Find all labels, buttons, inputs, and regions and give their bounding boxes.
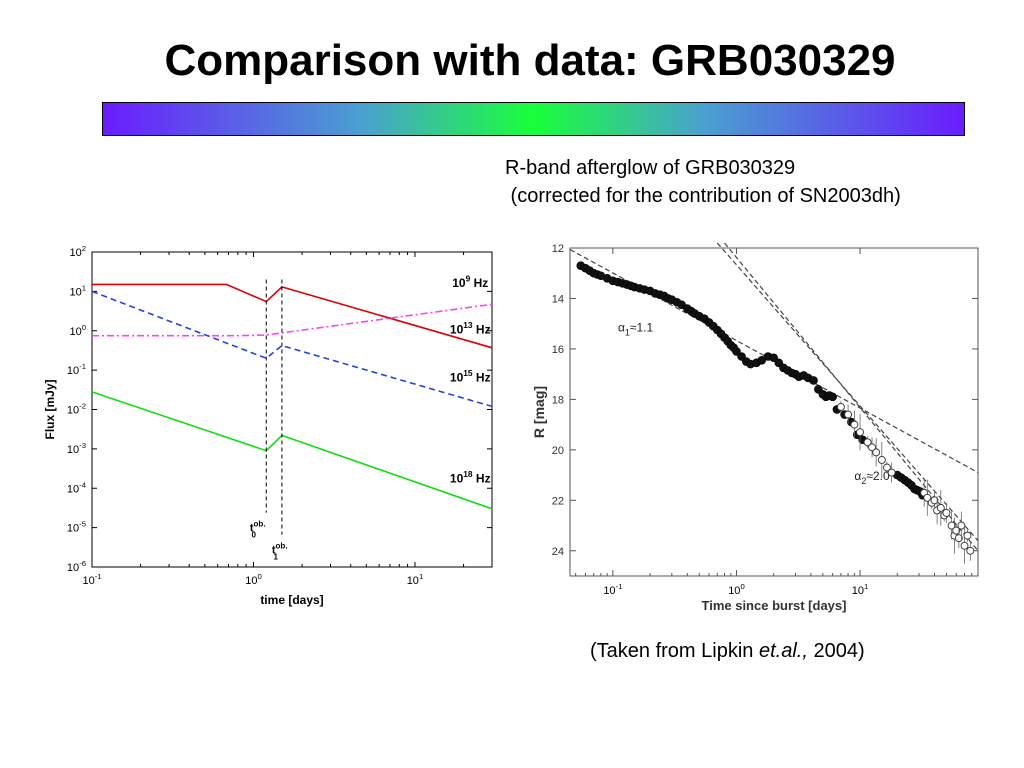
- data-point-open: [863, 438, 872, 447]
- right-y-tick-label-4: 20: [552, 445, 564, 457]
- left-x-tick-label-2: 101: [407, 572, 424, 587]
- right-x-tick-label-0: 10-1: [603, 582, 622, 597]
- marker-label-0: tob. 0: [250, 519, 266, 539]
- right-x-axis-label: Time since burst [days]: [702, 598, 847, 613]
- credit-italic: et.al.,: [758, 640, 808, 662]
- left-y-tick-label-5: 10-3: [67, 441, 86, 456]
- data-point-open: [923, 493, 932, 502]
- right-y-tick-label-1: 14: [552, 293, 564, 305]
- data-point-open: [872, 448, 881, 457]
- data-point-filled: [732, 347, 741, 356]
- series-line-3: [91, 391, 493, 510]
- data-point-filled: [828, 392, 837, 402]
- series-line-0: [92, 283, 493, 349]
- data-point-open: [887, 468, 896, 477]
- right-y-axis-label: R [mag]: [531, 386, 547, 438]
- left-y-axis-label: Flux [mJy]: [43, 379, 57, 439]
- caption-line-1: R-band afterglow of GRB030329: [505, 157, 796, 179]
- data-point-open: [936, 503, 945, 512]
- series-label-2: 1015 Hz: [450, 368, 491, 384]
- data-point-open: [960, 541, 969, 550]
- fit-label-0: α1≈1.1: [618, 320, 654, 337]
- right-y-tick-label-6: 24: [552, 546, 564, 558]
- slide-title: Comparison with data: GRB030329: [164, 36, 896, 85]
- left-x-tick-label-0: 10-1: [82, 572, 101, 587]
- source-credit: (Taken from Lipkin et.al., 2004): [590, 640, 865, 663]
- right-y-tick-label-3: 18: [552, 394, 564, 406]
- right-x-tick-label-1: 100: [728, 582, 745, 597]
- gradient-divider-bar: [102, 102, 965, 136]
- data-point-open: [868, 443, 876, 452]
- data-point-filled: [757, 355, 766, 365]
- data-point-open: [947, 521, 956, 530]
- figure-caption: R-band afterglow of GRB030329 (corrected…: [505, 154, 901, 210]
- right-x-tick-label-2: 101: [852, 582, 869, 597]
- series-line-2: [91, 290, 493, 408]
- right-plot-frame: [569, 247, 979, 577]
- left-x-axis-label: time [days]: [260, 593, 323, 607]
- marker-label-1: tob. 1: [272, 542, 288, 562]
- left-y-tick-label-4: 10-2: [67, 402, 86, 417]
- right-y-tick-label-0: 12: [552, 243, 564, 255]
- data-point-open: [952, 526, 961, 535]
- data-point-open: [942, 508, 951, 517]
- series-label-3: 1018 Hz: [450, 469, 491, 485]
- data-point-open: [966, 546, 975, 555]
- left-y-tick-label-2: 100: [69, 323, 86, 338]
- left-y-tick-label-1: 101: [69, 283, 86, 298]
- left-x-tick-label-1: 100: [245, 572, 262, 587]
- credit-prefix: (Taken from Lipkin: [590, 640, 759, 662]
- data-point-open: [856, 428, 865, 437]
- left-y-tick-label-0: 102: [69, 244, 86, 259]
- left-y-tick-label-3: 10-1: [67, 362, 86, 377]
- credit-suffix: 2004): [807, 640, 865, 662]
- right-y-tick-label-2: 16: [552, 344, 564, 356]
- data-point-open: [957, 521, 966, 530]
- data-point-open: [963, 531, 972, 540]
- series-label-1: 1013 Hz: [450, 320, 491, 336]
- series-label-0: 109 Hz: [452, 273, 488, 289]
- fit-label-1: α2≈2.0: [854, 469, 890, 486]
- data-point-open: [877, 455, 886, 464]
- series-line-1: [92, 303, 493, 337]
- data-point-filled: [769, 353, 778, 363]
- caption-line-2: (corrected for the contribution of SN200…: [505, 185, 901, 207]
- data-point-open: [954, 534, 963, 543]
- data-point-filled: [809, 376, 818, 385]
- data-point-open: [882, 463, 891, 472]
- left-plot-frame: [91, 251, 493, 568]
- data-point-open: [850, 420, 859, 429]
- left-y-tick-label-8: 10-6: [67, 559, 86, 574]
- right-y-tick-label-5: 22: [552, 495, 564, 507]
- data-point-open: [836, 403, 845, 411]
- data-point-open: [844, 410, 853, 419]
- left-y-tick-label-6: 10-4: [67, 480, 87, 495]
- data-point-open: [930, 496, 939, 505]
- left-y-tick-label-7: 10-5: [67, 520, 86, 535]
